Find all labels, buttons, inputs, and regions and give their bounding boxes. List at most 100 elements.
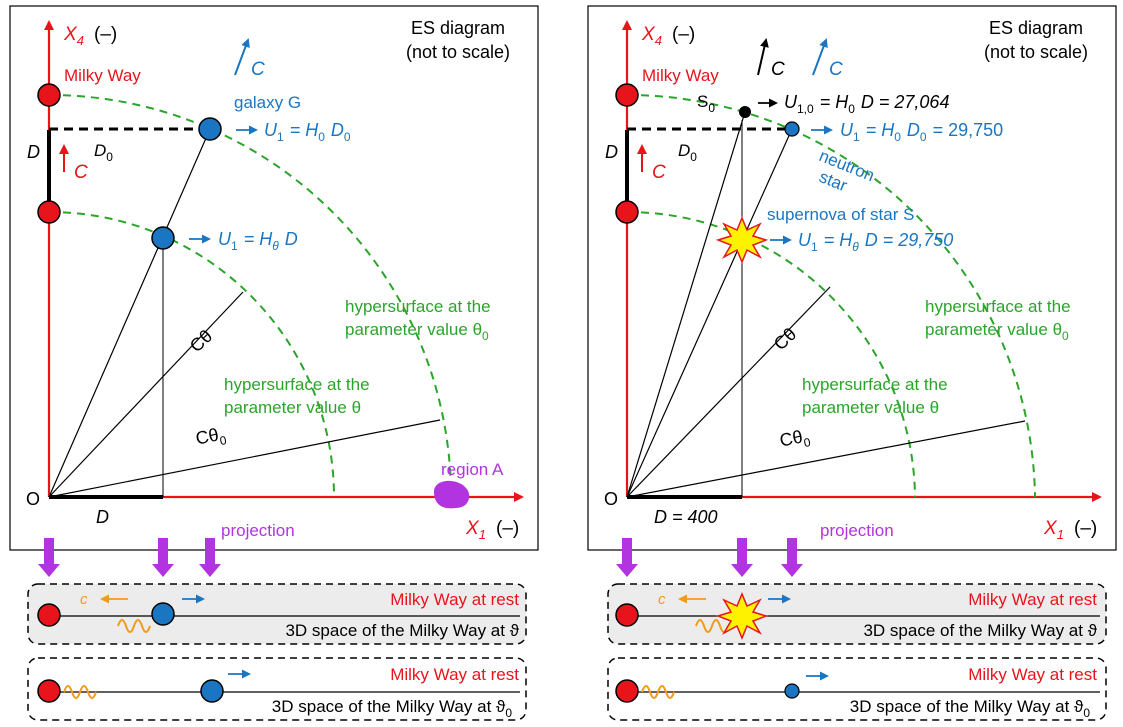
left-box2-galaxy-dot [200,679,224,703]
right-d-label-vertical: D [605,142,618,162]
right-milky-way-dot-mid [615,200,639,224]
left-bottom-box-2: Milky Way at rest 3D space of the Milky … [27,657,527,721]
right-c-label-black: C [771,59,785,80]
right-box1-space-label: 3D space of the Milky Way at ϑ [863,621,1097,640]
right-x4-unit: (–) [672,24,695,45]
left-box2-light-wave [63,685,97,699]
right-hyper-inner-line2: parameter value θ [802,398,939,417]
left-projection-label: projection [221,521,295,540]
left-hyper-outer-line1: hypersurface at the [345,297,491,316]
right-c-arrow-blue [812,38,828,76]
left-proj-arrow-3-shaft [205,538,215,566]
right-title-line2: (not to scale) [984,42,1088,62]
right-hyper-outer-line2: parameter value θ0 [925,320,1069,343]
right-box2-milky-way-dot [615,679,639,703]
left-x4-label: X4 [63,24,84,48]
right-worldline-s0 [626,111,746,498]
left-bottom-box-1: c Milky Way at rest 3D space of the Milk… [27,583,527,645]
right-ctheta0-label: Cθ0 [778,425,812,454]
left-box2-rest-label: Milky Way at rest [390,665,519,684]
left-galaxy-mid-dot [151,226,175,250]
left-x1-label: X1 [465,518,486,542]
left-box1-frame [27,583,527,645]
left-hypersurface-inner [48,211,335,498]
right-hypersurface-outer [626,94,1036,498]
left-box1-milky-way-dot [37,603,61,627]
right-projection-arrows [616,538,803,577]
left-box2-milky-way-dot [37,679,61,703]
right-x1-unit: (–) [1074,518,1097,539]
right-neutron-star-dot [784,121,800,137]
left-c-label-red: C [74,162,88,183]
left-box1-space-label: 3D space of the Milky Way at ϑ [285,621,519,640]
left-box2-frame [27,657,527,721]
right-bottom-box-1: c Milky Way at rest 3D space of the Milk… [607,583,1107,645]
right-u1-top-label: U1 = H0 D0 = 29,750 [840,120,1003,144]
right-proj-arrow-2-head [731,564,753,577]
left-galaxy-g-label: galaxy G [234,93,301,112]
left-proj-arrow-1-shaft [44,538,54,566]
left-d0-label: D0 [94,141,113,164]
right-supernova-label: supernova of star S [767,205,914,224]
left-proj-arrow-3-head [199,564,221,577]
left-region-a-blob [434,480,470,509]
right-box1-rest-label: Milky Way at rest [968,590,1097,609]
right-d400-label: D = 400 [654,507,718,527]
left-ctheta0-label: Cθ0 [194,423,228,452]
left-hyper-inner-line1: hypersurface at the [224,375,370,394]
right-projection-label: projection [820,521,894,540]
right-c-arrow-black [757,38,769,76]
left-milky-way-label: Milky Way [64,66,141,85]
right-ctheta-line [626,286,831,498]
left-title-line1: ES diagram [411,18,505,38]
left-hyper-outer-line2: parameter value θ0 [345,320,489,343]
left-c-label-blue: C [251,59,265,80]
left-galaxy-g-dot [198,117,222,141]
right-origin-label: O [604,489,618,509]
right-title-line1: ES diagram [989,18,1083,38]
left-x4-unit: (–) [94,24,117,45]
right-box2-rest-label: Milky Way at rest [968,665,1097,684]
right-worldline-neutron [626,128,793,498]
right-milky-way-dot-top [615,83,639,107]
left-milky-way-dot-top [37,83,61,107]
left-box1-rest-label: Milky Way at rest [390,590,519,609]
left-worldline-galaxy [48,128,211,498]
left-c-arrow-blue [234,38,250,76]
left-projection-arrows [38,538,221,577]
left-d-label-horizontal: D [96,507,109,527]
right-hyper-outer-line1: hypersurface at the [925,297,1071,316]
right-proj-arrow-1-shaft [622,538,632,566]
left-proj-arrow-2-head [152,564,174,577]
right-box2-frame [607,657,1107,721]
right-hypersurface-inner [626,211,916,498]
right-box1-light-wave [695,619,729,633]
right-x4-label: X4 [641,24,662,48]
right-box1-c-label: c [658,591,666,608]
right-bottom-box-2: Milky Way at rest 3D space of the Milky … [607,657,1107,721]
left-proj-arrow-1-head [38,564,60,577]
left-x1-unit: (–) [496,518,519,539]
right-u10-label: U1,0 = H0 D = 27,064 [784,92,949,116]
left-proj-arrow-2-shaft [158,538,168,566]
right-milky-way-label: Milky Way [642,66,719,85]
right-proj-arrow-2-shaft [737,538,747,566]
right-d0-label: D0 [678,141,697,164]
left-hypersurface-outer [48,94,452,498]
left-region-a-label: region A [441,460,504,479]
right-box2-light-wave [641,685,675,699]
left-panel: ES diagram (not to scale) X4 (–) X1 (–) … [9,5,539,551]
right-box1-milky-way-dot [615,603,639,627]
right-proj-arrow-3-head [781,564,803,577]
right-panel: ES diagram (not to scale) X4 (–) X1 (–) … [587,5,1117,551]
left-ctheta-line [48,291,244,498]
left-box1-galaxy-dot [151,602,175,626]
right-u1-mid-label: U1 = Hθ D = 29,750 [798,230,953,254]
left-box1-c-label: c [80,591,88,608]
right-box2-space-label: 3D space of the Milky Way at ϑ0 [850,697,1091,720]
left-milky-way-dot-mid [37,200,61,224]
right-box1-supernova-icon [715,592,769,640]
left-title-line2: (not to scale) [406,42,510,62]
right-hyper-inner-line1: hypersurface at the [802,375,948,394]
